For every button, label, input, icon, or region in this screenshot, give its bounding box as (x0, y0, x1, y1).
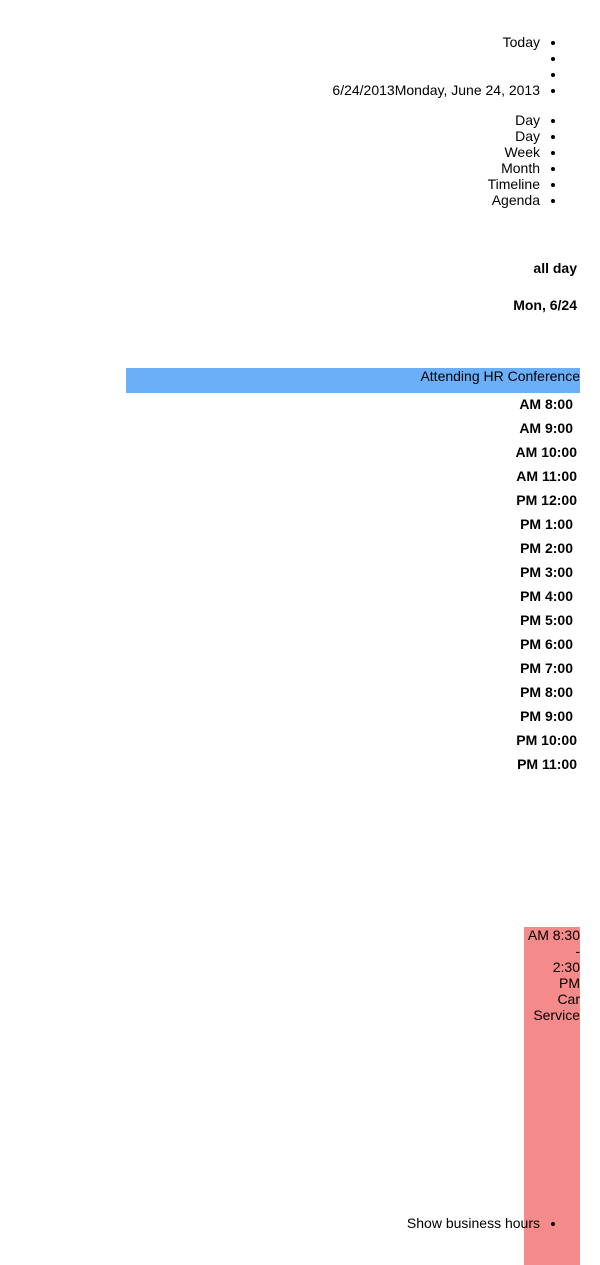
next-button[interactable] (0, 66, 540, 82)
footer: Show business hours (0, 1215, 600, 1231)
event-end-period: PM (559, 975, 580, 991)
previous-button[interactable] (0, 50, 540, 66)
time-slot-label: PM 3:00 (520, 564, 573, 580)
event-time-separator: - (575, 943, 580, 959)
timed-event[interactable]: AM 8:30 - 2:30 PM Car Service (524, 927, 580, 1265)
time-slot-label: PM 12:00 (516, 492, 577, 508)
all-day-event[interactable]: Attending HR Conference (126, 368, 580, 393)
event-title-line2: Service (533, 1007, 580, 1023)
event-end-time: 2:30 (552, 959, 580, 975)
time-slot-label: PM 4:00 (520, 588, 573, 604)
day-header[interactable]: Mon, 6/24 (513, 297, 577, 313)
event-title-line1: Car (557, 991, 580, 1007)
time-slot-label: PM 9:00 (520, 708, 573, 724)
time-slot-label: AM 9:00 (519, 420, 573, 436)
time-slot-label: AM 10:00 (515, 444, 577, 460)
today-button[interactable]: Today (0, 34, 540, 50)
time-slots: AM 8:00 AM 9:00 AM 10:00 AM 11:00 PM 12:… (400, 396, 600, 780)
time-slot-label: PM 11:00 (517, 756, 577, 772)
time-slot-label: PM 10:00 (516, 732, 577, 748)
view-timeline-button[interactable]: Timeline (0, 176, 540, 192)
view-week-button[interactable]: Week (0, 144, 540, 160)
time-slot-label: PM 2:00 (520, 540, 573, 556)
time-slot-label: PM 5:00 (520, 612, 573, 628)
time-slot-label: AM 11:00 (516, 468, 577, 484)
show-business-hours-button[interactable]: Show business hours (0, 1215, 540, 1231)
event-start-time: AM 8:30 (527, 927, 580, 943)
time-slot-label: PM 7:00 (520, 660, 573, 676)
time-slot-label: PM 6:00 (520, 636, 573, 652)
view-day-button-alt[interactable]: Day (0, 128, 540, 144)
view-month-button[interactable]: Month (0, 160, 540, 176)
view-agenda-button[interactable]: Agenda (0, 192, 540, 208)
current-date-button[interactable]: 6/24/2013Monday, June 24, 2013 (0, 82, 540, 98)
date-long: Monday, June 24, 2013 (394, 82, 540, 98)
time-slot-label: PM 1:00 (520, 516, 573, 532)
time-slot-label: AM 8:00 (519, 396, 573, 412)
view-day-button[interactable]: Day (0, 112, 540, 128)
navigator-bar: Today 6/24/2013Monday, June 24, 2013 (0, 34, 600, 98)
all-day-event-title: Attending HR Conference (420, 368, 580, 384)
view-switcher: Day Day Week Month Timeline Agenda (0, 112, 600, 208)
all-day-label: all day (533, 260, 577, 276)
date-short: 6/24/2013 (332, 82, 395, 98)
time-slot-label: PM 8:00 (520, 684, 573, 700)
